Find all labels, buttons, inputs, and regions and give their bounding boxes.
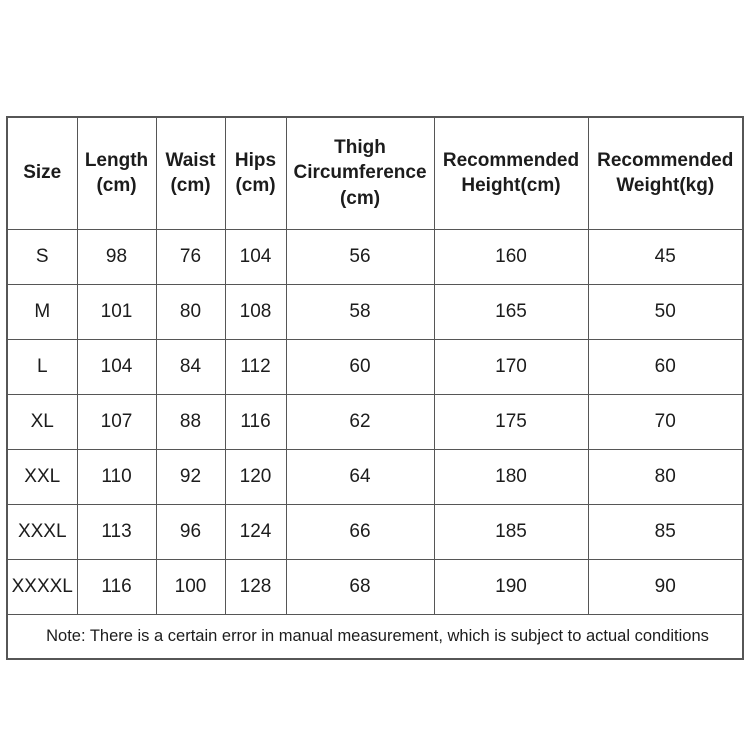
cell-length: 98 — [76, 228, 157, 285]
cell-length: 116 — [76, 558, 157, 615]
cell-waist: 76 — [155, 228, 226, 285]
table-row: XXL 110 92 120 64 180 80 — [6, 448, 744, 505]
cell-size: XXXL — [6, 503, 78, 560]
cell-length: 110 — [76, 448, 157, 505]
cell-hips: 124 — [224, 503, 287, 560]
cell-size: XXXXL — [6, 558, 78, 615]
header-cell-recommended-weight: Recommended Weight(kg) — [587, 116, 744, 230]
cell-recommended-height: 160 — [433, 228, 589, 285]
cell-recommended-height: 185 — [433, 503, 589, 560]
cell-thigh-circumference: 58 — [285, 283, 435, 340]
table-row: M 101 80 108 58 165 50 — [6, 283, 744, 340]
cell-size: S — [6, 228, 78, 285]
table-row: XXXL 113 96 124 66 185 85 — [6, 503, 744, 560]
cell-recommended-height: 180 — [433, 448, 589, 505]
table-row: S 98 76 104 56 160 45 — [6, 228, 744, 285]
cell-recommended-height: 175 — [433, 393, 589, 450]
header-cell-waist: Waist (cm) — [155, 116, 226, 230]
cell-recommended-weight: 80 — [587, 448, 744, 505]
cell-thigh-circumference: 56 — [285, 228, 435, 285]
cell-waist: 84 — [155, 338, 226, 395]
cell-waist: 100 — [155, 558, 226, 615]
table-body: S 98 76 104 56 160 45 M 101 80 108 58 16… — [6, 228, 744, 615]
table-row: XL 107 88 116 62 175 70 — [6, 393, 744, 450]
cell-recommended-weight: 60 — [587, 338, 744, 395]
cell-hips: 128 — [224, 558, 287, 615]
header-cell-recommended-height: Recommended Height(cm) — [433, 116, 589, 230]
cell-size: XXL — [6, 448, 78, 505]
cell-recommended-height: 190 — [433, 558, 589, 615]
cell-thigh-circumference: 60 — [285, 338, 435, 395]
table-header: Size Length (cm) Waist (cm) Hips (cm) Th… — [6, 116, 744, 230]
cell-recommended-weight: 90 — [587, 558, 744, 615]
cell-size: M — [6, 283, 78, 340]
cell-length: 113 — [76, 503, 157, 560]
cell-length: 107 — [76, 393, 157, 450]
cell-size: L — [6, 338, 78, 395]
cell-hips: 108 — [224, 283, 287, 340]
cell-hips: 120 — [224, 448, 287, 505]
cell-length: 101 — [76, 283, 157, 340]
size-chart-table: Size Length (cm) Waist (cm) Hips (cm) Th… — [6, 116, 744, 660]
header-cell-length: Length (cm) — [76, 116, 157, 230]
cell-hips: 104 — [224, 228, 287, 285]
header-cell-hips: Hips (cm) — [224, 116, 287, 230]
cell-length: 104 — [76, 338, 157, 395]
cell-recommended-weight: 85 — [587, 503, 744, 560]
table-row: L 104 84 112 60 170 60 — [6, 338, 744, 395]
cell-size: XL — [6, 393, 78, 450]
cell-recommended-weight: 50 — [587, 283, 744, 340]
cell-waist: 96 — [155, 503, 226, 560]
cell-recommended-height: 170 — [433, 338, 589, 395]
header-cell-size: Size — [6, 116, 78, 230]
table-footer: Note: There is a certain error in manual… — [6, 613, 744, 660]
cell-recommended-weight: 45 — [587, 228, 744, 285]
cell-thigh-circumference: 66 — [285, 503, 435, 560]
cell-recommended-height: 165 — [433, 283, 589, 340]
cell-waist: 80 — [155, 283, 226, 340]
cell-hips: 116 — [224, 393, 287, 450]
cell-recommended-weight: 70 — [587, 393, 744, 450]
header-row: Size Length (cm) Waist (cm) Hips (cm) Th… — [6, 116, 744, 230]
cell-waist: 88 — [155, 393, 226, 450]
cell-thigh-circumference: 64 — [285, 448, 435, 505]
cell-thigh-circumference: 68 — [285, 558, 435, 615]
cell-hips: 112 — [224, 338, 287, 395]
note-text: Note: There is a certain error in manual… — [6, 613, 744, 660]
header-cell-thigh-circumference: Thigh Circumference (cm) — [285, 116, 435, 230]
note-row: Note: There is a certain error in manual… — [6, 613, 744, 660]
table-row: XXXXL 116 100 128 68 190 90 — [6, 558, 744, 615]
cell-thigh-circumference: 62 — [285, 393, 435, 450]
cell-waist: 92 — [155, 448, 226, 505]
